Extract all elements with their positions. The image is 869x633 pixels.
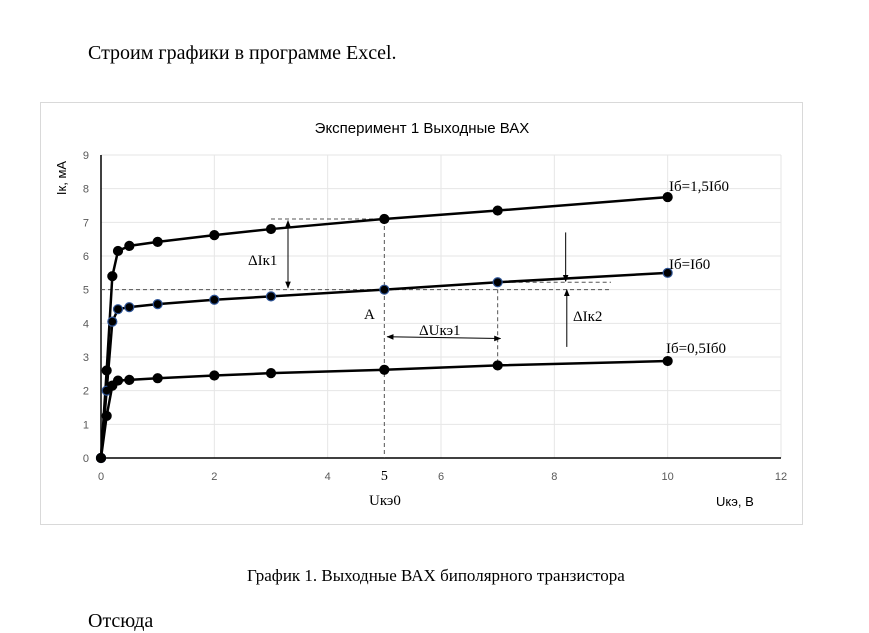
data-point: [107, 271, 118, 282]
x-tick-label: 4: [325, 471, 331, 483]
x-tick-label: 10: [662, 471, 674, 483]
uke0-label: Uкэ0: [369, 493, 401, 509]
y-tick-label: 6: [83, 251, 89, 263]
data-point: [152, 236, 163, 247]
data-point: [379, 284, 390, 295]
x-tick-label: 5: [381, 469, 388, 484]
y-tick-label: 7: [83, 217, 89, 229]
x-tick-label: 12: [775, 471, 787, 483]
data-point: [112, 375, 124, 386]
y-tick-label: 5: [83, 285, 89, 297]
next-paragraph: Отсюда: [88, 610, 154, 632]
chart-title: Эксперимент 1 Выходные ВАХ: [315, 120, 530, 137]
data-point: [265, 291, 277, 302]
data-point: [152, 299, 163, 310]
x-tick-label: 8: [551, 471, 557, 483]
x-tick-label: 0: [98, 471, 104, 483]
data-point: [492, 205, 503, 216]
y-tick-label: 4: [83, 318, 89, 330]
data-point: [124, 302, 135, 313]
series-label: Iб=1,5Iб0: [669, 179, 729, 195]
data-point: [95, 452, 107, 464]
y-tick-label: 0: [83, 453, 89, 465]
y-tick-label: 1: [83, 419, 89, 431]
data-point: [124, 240, 135, 251]
series-label: Iб=0,5Iб0: [666, 341, 726, 357]
y-tick-label: 8: [83, 184, 89, 196]
data-point: [112, 245, 124, 257]
data-point: [379, 213, 390, 225]
data-point: [112, 304, 124, 315]
point-a-label: A: [364, 307, 375, 323]
data-point: [265, 368, 277, 379]
y-axis-title: Iк, мА: [54, 161, 69, 195]
data-point: [662, 191, 673, 203]
y-tick-label: 2: [83, 386, 89, 398]
data-point: [124, 374, 135, 385]
delta-uke1-label: ΔUкэ1: [419, 323, 461, 339]
data-point: [379, 364, 390, 375]
y-tick-label: 9: [83, 150, 89, 162]
figure-caption: График 1. Выходные ВАХ биполярного транз…: [247, 566, 625, 585]
data-point: [209, 230, 220, 241]
chart: 0 1 2 3 4 5 6 7 8 9 0 2 4 5 6 8 10 12 Эксперимент 1 Выходн…: [15, 102, 803, 525]
delta-ik1-label: ΔIк1: [248, 253, 277, 269]
data-point: [209, 294, 220, 305]
series-label: Iб=Iб0: [669, 257, 710, 273]
intro-paragraph: Строим графики в программе Excel.: [88, 42, 397, 64]
delta-ik2-label: ΔIк2: [573, 309, 602, 325]
x-tick-label: 2: [211, 471, 217, 483]
data-point: [152, 373, 163, 384]
x-axis-title: Uкэ, В: [716, 494, 754, 509]
delta-uke1-arrow: [386, 334, 502, 342]
data-point: [101, 410, 112, 422]
x-tick-label: 6: [438, 471, 444, 483]
data-point: [492, 277, 503, 288]
data-point: [662, 355, 673, 367]
data-point: [662, 267, 673, 278]
data-point: [107, 316, 118, 327]
data-point: [209, 370, 220, 381]
data-point: [265, 223, 277, 235]
data-point: [492, 360, 503, 371]
y-tick-label: 3: [83, 352, 89, 364]
